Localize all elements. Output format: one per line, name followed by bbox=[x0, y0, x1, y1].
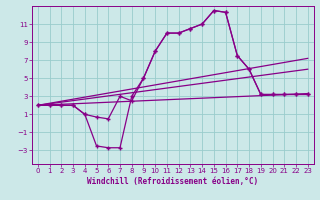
X-axis label: Windchill (Refroidissement éolien,°C): Windchill (Refroidissement éolien,°C) bbox=[87, 177, 258, 186]
